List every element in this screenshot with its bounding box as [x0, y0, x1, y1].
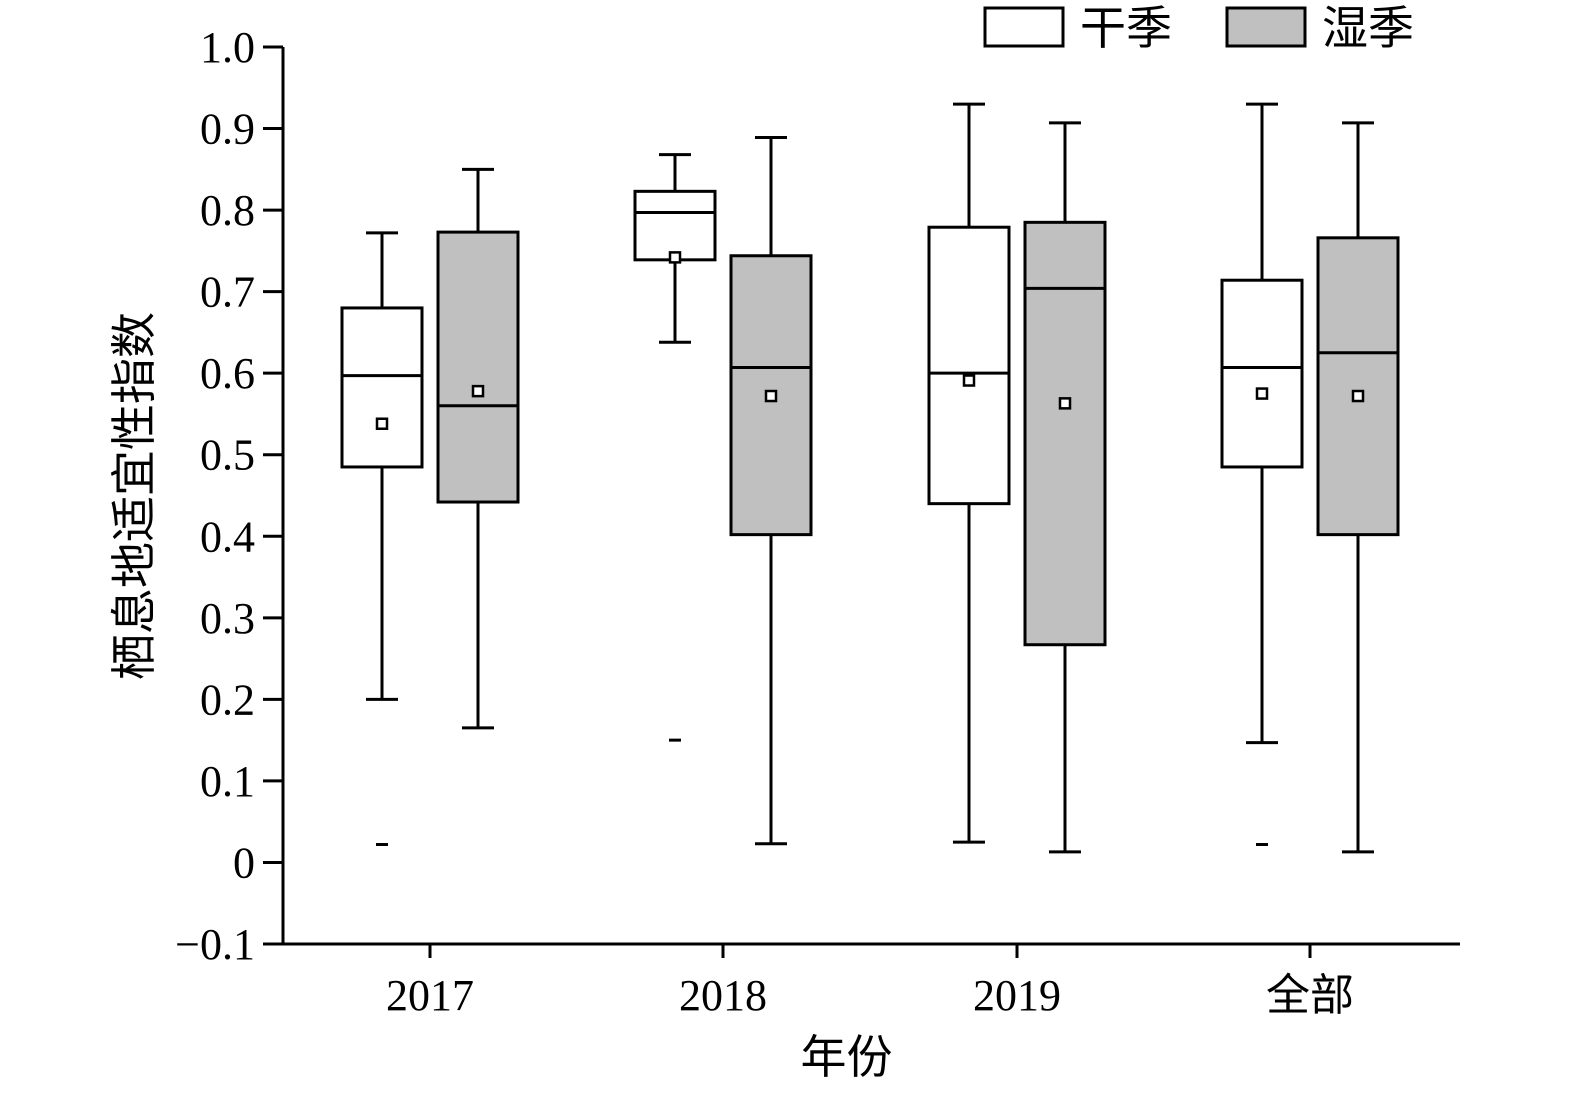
box-1-1 — [729, 136, 813, 846]
mean-marker — [1351, 389, 1365, 403]
mean-marker — [375, 417, 389, 430]
y-tick-label: 1.0 — [200, 23, 255, 72]
legend-label: 湿季 — [1322, 3, 1414, 54]
mean-marker — [764, 389, 778, 403]
y-tick-label: 0.6 — [200, 349, 255, 398]
y-tick-label: 0.4 — [200, 512, 255, 561]
box-iqr — [633, 189, 717, 262]
x-tick-label: 2019 — [973, 971, 1061, 1020]
box-1-2 — [1023, 121, 1107, 854]
box-iqr — [1316, 236, 1400, 537]
x-tick-label: 2018 — [679, 971, 767, 1020]
box-0-3 — [1220, 102, 1304, 847]
legend-swatch — [1225, 6, 1307, 48]
box-iqr — [927, 225, 1011, 506]
legend-swatch — [983, 6, 1065, 48]
box-1-0 — [436, 167, 520, 730]
mean-marker — [668, 251, 682, 264]
box-iqr — [1023, 220, 1107, 647]
axes — [281, 47, 1460, 946]
y-axis-title: 栖息地适宜性指数 — [109, 312, 160, 680]
y-tick-label: 0.7 — [200, 268, 255, 317]
box-0-1 — [633, 153, 717, 742]
mean-marker — [471, 384, 485, 398]
box-0-2 — [927, 102, 1011, 844]
legend-label: 干季 — [1080, 3, 1172, 54]
mean-marker — [1058, 397, 1072, 410]
y-tick-label: 0.3 — [200, 594, 255, 643]
x-tick-label: 2017 — [386, 971, 474, 1020]
x-ticks: 2017 2018 2019 全部 — [386, 944, 1354, 1020]
box-0-0 — [340, 231, 424, 847]
y-tick-label: −0.1 — [175, 920, 255, 969]
mean-marker — [1255, 387, 1269, 400]
y-tick-label: 0 — [233, 838, 255, 887]
legend: 干季 湿季 — [983, 3, 1414, 54]
legend-item-1: 湿季 — [1225, 3, 1414, 54]
boxes — [340, 102, 1400, 854]
legend-item-0: 干季 — [983, 3, 1172, 54]
y-tick-label: 0.1 — [200, 757, 255, 806]
box-1-3 — [1316, 121, 1400, 854]
y-tick-label: 0.2 — [200, 675, 255, 724]
mean-marker — [962, 374, 976, 387]
y-tick-label: 0.8 — [200, 186, 255, 235]
box-iqr — [1220, 278, 1304, 469]
x-axis-title: 年份 — [801, 1032, 893, 1083]
y-tick-label: 0.9 — [200, 105, 255, 154]
box-iqr — [340, 306, 424, 469]
x-tick-label: 全部 — [1266, 971, 1354, 1020]
y-ticks: −0.1 0 0.1 0.2 0.3 0.4 0.5 0.6 0.7 0.8 0.9 1.0 — [175, 23, 283, 969]
y-tick-label: 0.5 — [200, 431, 255, 480]
box-iqr — [436, 230, 520, 504]
